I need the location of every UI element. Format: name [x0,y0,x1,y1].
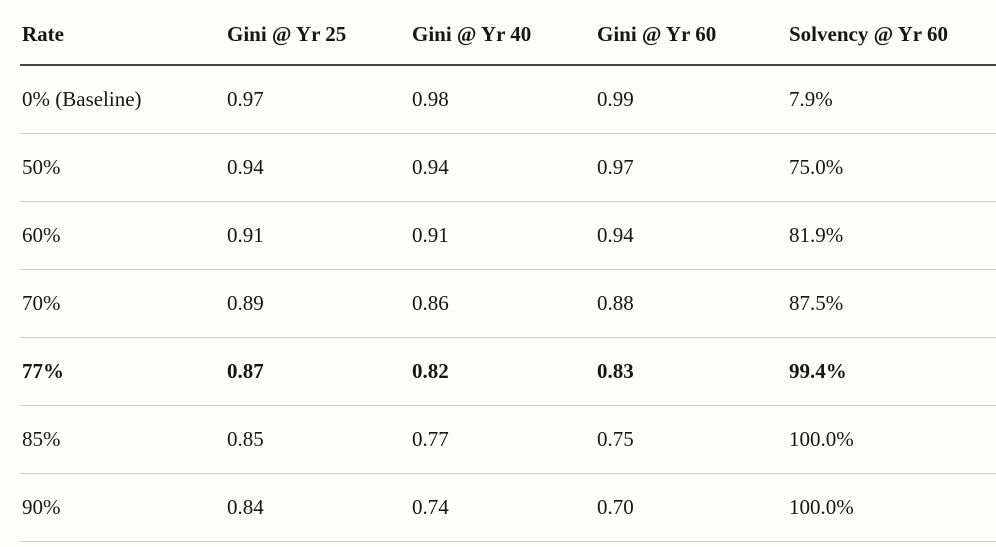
cell-gini-yr25: 0.94 [225,133,410,202]
column-header-solvency-yr60: Solvency @ Yr 60 [787,0,996,66]
cell-solvency-yr60: 100.0% [787,405,996,474]
cell-solvency-yr60: 7.9% [787,65,996,134]
cell-rate: 77% [20,337,225,406]
cell-gini-yr60: 0.99 [595,65,787,134]
cell-gini-yr40: 0.91 [410,201,595,270]
header-row: Rate Gini @ Yr 25 Gini @ Yr 40 Gini @ Yr… [20,0,996,66]
table-row-70pct: 70% 0.89 0.86 0.88 87.5% [20,269,996,338]
cell-gini-yr40: 0.98 [410,65,595,134]
cell-gini-yr25: 0.87 [225,337,410,406]
table-row-85pct: 85% 0.85 0.77 0.75 100.0% [20,405,996,474]
cell-gini-yr25: 0.97 [225,65,410,134]
cell-solvency-yr60: 81.9% [787,201,996,270]
rate-comparison-table: Rate Gini @ Yr 25 Gini @ Yr 40 Gini @ Yr… [20,0,996,542]
table-row-50pct: 50% 0.94 0.94 0.97 75.0% [20,133,996,202]
cell-gini-yr60: 0.83 [595,337,787,406]
cell-rate: 50% [20,133,225,202]
cell-rate: 85% [20,405,225,474]
column-header-gini-yr60: Gini @ Yr 60 [595,0,787,66]
table-row-77pct-emphasized: 77% 0.87 0.82 0.83 99.4% [20,337,996,406]
cell-rate: 90% [20,473,225,542]
cell-rate: 60% [20,201,225,270]
cell-solvency-yr60: 99.4% [787,337,996,406]
cell-solvency-yr60: 100.0% [787,473,996,542]
cell-gini-yr40: 0.94 [410,133,595,202]
column-header-gini-yr40: Gini @ Yr 40 [410,0,595,66]
cell-gini-yr60: 0.94 [595,201,787,270]
cell-gini-yr60: 0.88 [595,269,787,338]
table-row-90pct: 90% 0.84 0.74 0.70 100.0% [20,473,996,542]
cell-gini-yr25: 0.85 [225,405,410,474]
cell-gini-yr60: 0.97 [595,133,787,202]
cell-gini-yr25: 0.84 [225,473,410,542]
cell-gini-yr40: 0.86 [410,269,595,338]
cell-rate: 0% (Baseline) [20,65,225,134]
cell-gini-yr40: 0.74 [410,473,595,542]
cell-solvency-yr60: 75.0% [787,133,996,202]
cell-gini-yr60: 0.75 [595,405,787,474]
cell-solvency-yr60: 87.5% [787,269,996,338]
table-row-60pct: 60% 0.91 0.91 0.94 81.9% [20,201,996,270]
column-header-gini-yr25: Gini @ Yr 25 [225,0,410,66]
cell-gini-yr60: 0.70 [595,473,787,542]
table-row-baseline: 0% (Baseline) 0.97 0.98 0.99 7.9% [20,65,996,134]
cell-gini-yr25: 0.89 [225,269,410,338]
cell-rate: 70% [20,269,225,338]
column-header-rate: Rate [20,0,225,66]
cell-gini-yr40: 0.77 [410,405,595,474]
cell-gini-yr25: 0.91 [225,201,410,270]
cell-gini-yr40: 0.82 [410,337,595,406]
